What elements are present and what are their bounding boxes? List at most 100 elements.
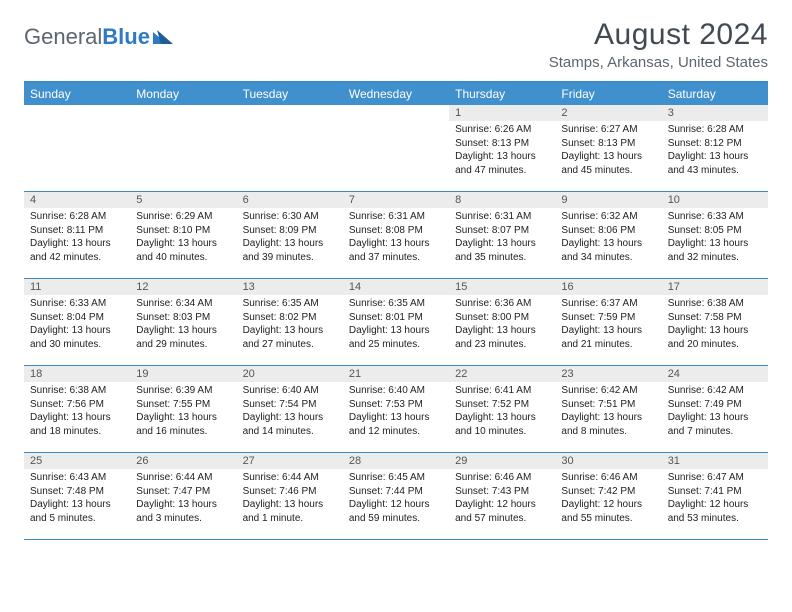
sunrise-text: Sunrise: 6:38 AM — [668, 297, 762, 311]
sunset-text: Sunset: 8:09 PM — [243, 224, 337, 238]
day-cell — [130, 105, 236, 191]
sunset-text: Sunset: 8:13 PM — [455, 137, 549, 151]
sunrise-text: Sunrise: 6:44 AM — [243, 471, 337, 485]
day-number: 4 — [24, 192, 130, 208]
sunrise-text: Sunrise: 6:35 AM — [243, 297, 337, 311]
logo-text-gray: General — [24, 24, 102, 50]
day-cell: 8Sunrise: 6:31 AMSunset: 8:07 PMDaylight… — [449, 192, 555, 278]
day-cell: 31Sunrise: 6:47 AMSunset: 7:41 PMDayligh… — [662, 453, 768, 539]
day-number: 15 — [449, 279, 555, 295]
day-number: 1 — [449, 105, 555, 121]
day-header-row: SundayMondayTuesdayWednesdayThursdayFrid… — [24, 83, 768, 105]
day-number: 19 — [130, 366, 236, 382]
day-number — [24, 105, 130, 121]
day-cell: 2Sunrise: 6:27 AMSunset: 8:13 PMDaylight… — [555, 105, 661, 191]
day-body — [130, 121, 236, 127]
day-number: 31 — [662, 453, 768, 469]
day-number: 14 — [343, 279, 449, 295]
day-number: 6 — [237, 192, 343, 208]
day-number: 26 — [130, 453, 236, 469]
daylight-text: Daylight: 13 hours and 12 minutes. — [349, 411, 443, 438]
header: GeneralBlue August 2024 Stamps, Arkansas… — [24, 18, 768, 71]
sunrise-text: Sunrise: 6:31 AM — [349, 210, 443, 224]
day-header: Tuesday — [237, 83, 343, 105]
day-body — [24, 121, 130, 127]
day-number: 22 — [449, 366, 555, 382]
day-number: 21 — [343, 366, 449, 382]
sunrise-text: Sunrise: 6:28 AM — [668, 123, 762, 137]
daylight-text: Daylight: 13 hours and 30 minutes. — [30, 324, 124, 351]
sunrise-text: Sunrise: 6:40 AM — [349, 384, 443, 398]
day-cell: 10Sunrise: 6:33 AMSunset: 8:05 PMDayligh… — [662, 192, 768, 278]
daylight-text: Daylight: 13 hours and 1 minute. — [243, 498, 337, 525]
day-body: Sunrise: 6:33 AMSunset: 8:05 PMDaylight:… — [662, 208, 768, 268]
day-number: 20 — [237, 366, 343, 382]
day-number: 13 — [237, 279, 343, 295]
sunset-text: Sunset: 7:55 PM — [136, 398, 230, 412]
day-body: Sunrise: 6:28 AMSunset: 8:11 PMDaylight:… — [24, 208, 130, 268]
day-body: Sunrise: 6:38 AMSunset: 7:58 PMDaylight:… — [662, 295, 768, 355]
sunset-text: Sunset: 7:43 PM — [455, 485, 549, 499]
day-number: 27 — [237, 453, 343, 469]
day-body: Sunrise: 6:32 AMSunset: 8:06 PMDaylight:… — [555, 208, 661, 268]
day-number: 24 — [662, 366, 768, 382]
sunset-text: Sunset: 8:12 PM — [668, 137, 762, 151]
daylight-text: Daylight: 13 hours and 34 minutes. — [561, 237, 655, 264]
day-cell: 16Sunrise: 6:37 AMSunset: 7:59 PMDayligh… — [555, 279, 661, 365]
sunrise-text: Sunrise: 6:44 AM — [136, 471, 230, 485]
daylight-text: Daylight: 13 hours and 32 minutes. — [668, 237, 762, 264]
day-cell: 13Sunrise: 6:35 AMSunset: 8:02 PMDayligh… — [237, 279, 343, 365]
day-cell — [24, 105, 130, 191]
day-body: Sunrise: 6:40 AMSunset: 7:54 PMDaylight:… — [237, 382, 343, 442]
day-number: 3 — [662, 105, 768, 121]
day-header: Friday — [555, 83, 661, 105]
daylight-text: Daylight: 13 hours and 20 minutes. — [668, 324, 762, 351]
day-cell: 14Sunrise: 6:35 AMSunset: 8:01 PMDayligh… — [343, 279, 449, 365]
sunset-text: Sunset: 8:04 PM — [30, 311, 124, 325]
sunset-text: Sunset: 7:47 PM — [136, 485, 230, 499]
day-cell: 7Sunrise: 6:31 AMSunset: 8:08 PMDaylight… — [343, 192, 449, 278]
daylight-text: Daylight: 12 hours and 55 minutes. — [561, 498, 655, 525]
day-cell: 12Sunrise: 6:34 AMSunset: 8:03 PMDayligh… — [130, 279, 236, 365]
day-body: Sunrise: 6:30 AMSunset: 8:09 PMDaylight:… — [237, 208, 343, 268]
daylight-text: Daylight: 13 hours and 35 minutes. — [455, 237, 549, 264]
day-body: Sunrise: 6:43 AMSunset: 7:48 PMDaylight:… — [24, 469, 130, 529]
sunrise-text: Sunrise: 6:40 AM — [243, 384, 337, 398]
daylight-text: Daylight: 13 hours and 29 minutes. — [136, 324, 230, 351]
sunrise-text: Sunrise: 6:42 AM — [561, 384, 655, 398]
daylight-text: Daylight: 13 hours and 18 minutes. — [30, 411, 124, 438]
day-cell: 4Sunrise: 6:28 AMSunset: 8:11 PMDaylight… — [24, 192, 130, 278]
day-cell: 29Sunrise: 6:46 AMSunset: 7:43 PMDayligh… — [449, 453, 555, 539]
day-number: 25 — [24, 453, 130, 469]
day-cell: 6Sunrise: 6:30 AMSunset: 8:09 PMDaylight… — [237, 192, 343, 278]
sunrise-text: Sunrise: 6:41 AM — [455, 384, 549, 398]
day-cell: 25Sunrise: 6:43 AMSunset: 7:48 PMDayligh… — [24, 453, 130, 539]
sunrise-text: Sunrise: 6:46 AM — [561, 471, 655, 485]
daylight-text: Daylight: 13 hours and 21 minutes. — [561, 324, 655, 351]
day-body: Sunrise: 6:44 AMSunset: 7:47 PMDaylight:… — [130, 469, 236, 529]
week-row: 25Sunrise: 6:43 AMSunset: 7:48 PMDayligh… — [24, 453, 768, 540]
sunset-text: Sunset: 8:06 PM — [561, 224, 655, 238]
sunset-text: Sunset: 8:00 PM — [455, 311, 549, 325]
logo: GeneralBlue — [24, 18, 175, 50]
sunset-text: Sunset: 8:05 PM — [668, 224, 762, 238]
sunset-text: Sunset: 7:59 PM — [561, 311, 655, 325]
day-number: 23 — [555, 366, 661, 382]
day-number: 7 — [343, 192, 449, 208]
sunset-text: Sunset: 7:44 PM — [349, 485, 443, 499]
day-body: Sunrise: 6:42 AMSunset: 7:51 PMDaylight:… — [555, 382, 661, 442]
sunset-text: Sunset: 8:10 PM — [136, 224, 230, 238]
day-cell: 18Sunrise: 6:38 AMSunset: 7:56 PMDayligh… — [24, 366, 130, 452]
day-body: Sunrise: 6:31 AMSunset: 8:07 PMDaylight:… — [449, 208, 555, 268]
day-cell: 15Sunrise: 6:36 AMSunset: 8:00 PMDayligh… — [449, 279, 555, 365]
day-number: 30 — [555, 453, 661, 469]
sunset-text: Sunset: 7:54 PM — [243, 398, 337, 412]
daylight-text: Daylight: 13 hours and 3 minutes. — [136, 498, 230, 525]
day-body: Sunrise: 6:46 AMSunset: 7:43 PMDaylight:… — [449, 469, 555, 529]
sunrise-text: Sunrise: 6:31 AM — [455, 210, 549, 224]
day-header: Saturday — [662, 83, 768, 105]
sunset-text: Sunset: 7:58 PM — [668, 311, 762, 325]
day-cell: 5Sunrise: 6:29 AMSunset: 8:10 PMDaylight… — [130, 192, 236, 278]
day-cell: 19Sunrise: 6:39 AMSunset: 7:55 PMDayligh… — [130, 366, 236, 452]
day-number: 16 — [555, 279, 661, 295]
